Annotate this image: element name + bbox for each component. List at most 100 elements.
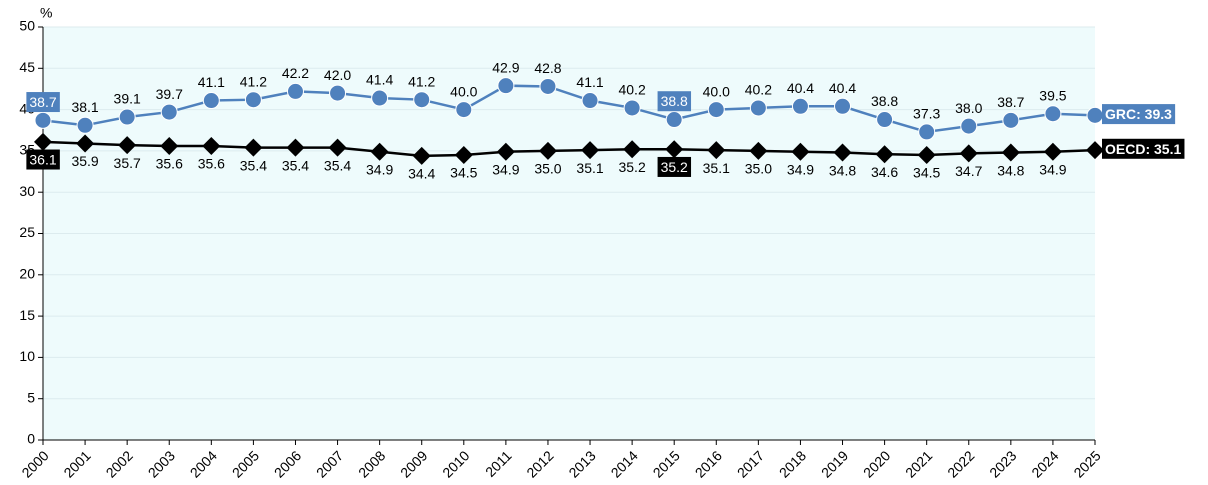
value-label: 34.8 — [829, 162, 856, 178]
marker — [1043, 142, 1062, 161]
value-label: 38.0 — [955, 100, 982, 116]
label-group: 40.2 — [618, 82, 645, 98]
label-group: 42.8 — [534, 60, 561, 76]
marker — [665, 140, 684, 159]
label-group: 38.1 — [71, 99, 98, 115]
marker — [244, 91, 262, 109]
marker — [749, 141, 768, 160]
y-tick-label: 30 — [19, 183, 35, 199]
value-label: 38.7 — [997, 94, 1024, 110]
label-group: 34.5 — [450, 165, 477, 181]
label-group: 40.2 — [745, 82, 772, 98]
label-group: 34.5 — [913, 165, 940, 181]
x-tick-label: 2025 — [1070, 447, 1103, 480]
label-group: 35.0 — [534, 161, 561, 177]
value-label: 38.8 — [661, 93, 688, 109]
label-group: 40.0 — [703, 83, 730, 99]
x-tick-label: 2010 — [439, 447, 472, 480]
value-label: 34.7 — [955, 163, 982, 179]
marker — [371, 89, 389, 107]
value-label: 34.8 — [997, 162, 1024, 178]
value-label: 42.2 — [282, 65, 309, 81]
x-tick-label: 2000 — [18, 447, 51, 480]
marker — [581, 141, 600, 160]
marker — [454, 146, 473, 165]
label-group: 34.8 — [829, 162, 856, 178]
marker — [160, 103, 178, 121]
value-label: 34.5 — [913, 165, 940, 181]
marker — [665, 111, 683, 129]
marker — [833, 143, 852, 162]
value-label: 41.1 — [198, 74, 225, 90]
value-label: 34.9 — [492, 161, 519, 177]
value-label: 39.5 — [1039, 87, 1066, 103]
marker — [538, 141, 557, 160]
marker — [496, 142, 515, 161]
x-tick-label: 2003 — [145, 447, 178, 480]
value-label: 35.0 — [534, 161, 561, 177]
x-tick-label: 2021 — [902, 447, 935, 480]
value-label: 42.9 — [492, 59, 519, 75]
value-label: 34.9 — [366, 161, 393, 177]
marker — [202, 136, 221, 155]
x-tick-label: 2007 — [313, 447, 346, 480]
value-label: 34.4 — [408, 166, 435, 182]
label-group: 38.7 — [997, 94, 1024, 110]
label-group: 41.1 — [576, 74, 603, 90]
label-group: 34.4 — [408, 166, 435, 182]
x-tick-label: 2013 — [565, 447, 598, 480]
label-group: 36.1 — [26, 149, 60, 170]
value-label: 37.3 — [913, 106, 940, 122]
label-group: 42.0 — [324, 67, 351, 83]
marker — [76, 116, 94, 134]
value-label: 40.0 — [703, 83, 730, 99]
marker — [960, 117, 978, 135]
x-tick-label: 2009 — [397, 447, 430, 480]
marker — [1086, 106, 1104, 124]
value-label: OECD: 35.1 — [1105, 141, 1181, 157]
marker — [1086, 141, 1104, 160]
value-label: 34.6 — [871, 164, 898, 180]
value-label: 41.1 — [576, 74, 603, 90]
value-label: 38.7 — [29, 94, 56, 110]
label-group: 34.9 — [1039, 161, 1066, 177]
value-label: 41.2 — [240, 73, 267, 89]
value-label: 34.5 — [450, 165, 477, 181]
marker — [497, 77, 515, 95]
marker — [160, 136, 179, 155]
x-tick-label: 2019 — [818, 447, 851, 480]
label-group: 35.4 — [324, 157, 351, 173]
x-tick-label: 2017 — [734, 447, 767, 480]
marker — [918, 123, 936, 141]
value-label: 35.4 — [240, 157, 267, 173]
label-box — [1102, 104, 1176, 125]
y-unit: % — [40, 5, 52, 21]
value-label: 35.2 — [618, 159, 645, 175]
label-group: 42.2 — [282, 65, 309, 81]
marker — [412, 146, 431, 165]
label-group: 34.6 — [871, 164, 898, 180]
value-label: 35.4 — [324, 157, 351, 173]
label-box — [26, 92, 60, 113]
value-label: GRC: 39.3 — [1105, 106, 1172, 122]
marker — [118, 108, 136, 126]
label-group: 34.9 — [366, 161, 393, 177]
marker — [581, 92, 599, 110]
marker — [455, 101, 473, 119]
marker — [34, 111, 52, 129]
value-label: 42.0 — [324, 67, 351, 83]
label-group: 35.2 — [657, 156, 692, 177]
value-label: 35.0 — [745, 161, 772, 177]
label-group: 38.8 — [657, 91, 692, 112]
x-tick-label: 2023 — [986, 447, 1019, 480]
label-group: 34.9 — [787, 161, 814, 177]
y-tick-label: 15 — [19, 307, 35, 323]
value-label: 35.7 — [114, 155, 141, 171]
label-box — [657, 91, 692, 112]
x-tick-label: 2012 — [523, 447, 556, 480]
x-tick-label: 2020 — [860, 447, 893, 480]
value-label: 35.6 — [156, 156, 183, 172]
value-label: 40.0 — [450, 83, 477, 99]
x-tick-label: 2014 — [608, 447, 641, 480]
value-label: 38.8 — [871, 93, 898, 109]
